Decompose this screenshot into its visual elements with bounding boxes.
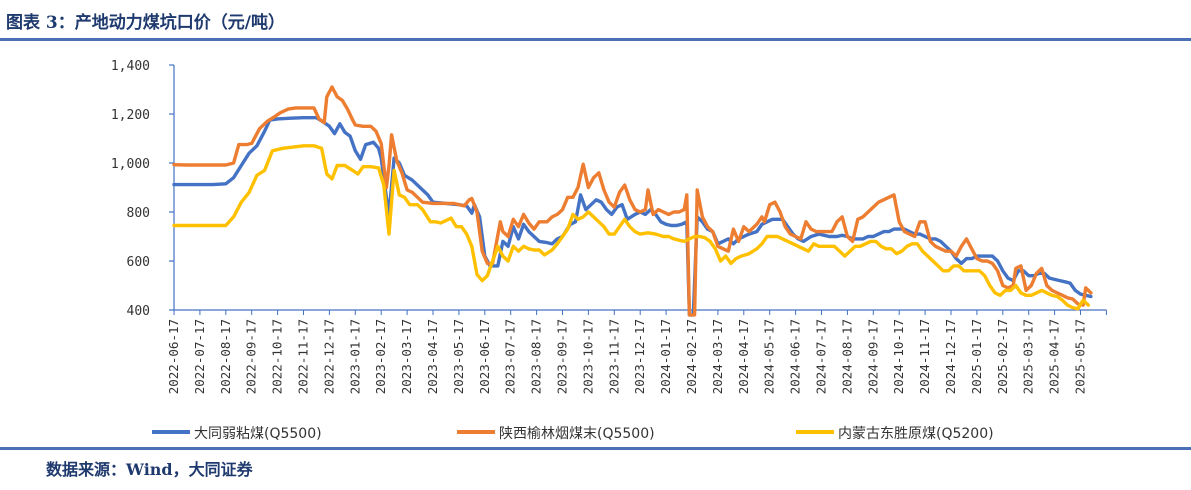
x-tick-label: 2023-10-17 [580,319,595,394]
x-tick-label: 2022-07-17 [192,319,207,394]
x-tick-label: 2024-07-17 [814,319,829,394]
x-tick-label: 2023-08-17 [529,319,544,394]
x-tick-label: 2024-09-17 [865,319,880,394]
x-tick-label: 2024-10-17 [891,319,906,394]
x-tick-label: 2024-08-17 [839,319,854,394]
x-tick-label: 2025-04-17 [1047,319,1062,394]
y-tick-label: 400 [127,304,150,319]
series-line-2 [172,85,1093,317]
x-tick-label: 2024-01-17 [658,319,673,394]
y-tick-label: 800 [127,206,150,221]
x-tick-label: 2025-03-17 [1021,319,1036,394]
y-tick-label: 1,400 [111,59,150,74]
x-tick-label: 2024-04-17 [736,319,751,394]
x-tick-label: 2023-12-17 [632,319,647,394]
x-tick-label: 2022-10-17 [270,319,285,394]
legend-label-2: 陕西榆林烟煤末(Q5500) [499,426,655,442]
y-tick-label: 1,200 [111,108,150,123]
legend-label-1: 大同弱粘煤(Q5500) [194,426,322,442]
x-tick-label: 2023-02-17 [373,319,388,394]
x-tick-label: 2023-11-17 [606,319,621,394]
x-tick-label: 2022-11-17 [296,319,311,394]
x-tick-label: 2023-01-17 [347,319,362,394]
x-tick-label: 2022-08-17 [218,319,233,394]
x-tick-label: 2024-05-17 [762,319,777,394]
y-tick-label: 600 [127,255,150,270]
x-tick-label: 2023-09-17 [555,319,570,394]
legend-label-3: 内蒙古东胜原煤(Q5200) [838,426,994,442]
legend: 大同弱粘煤(Q5500) 陕西榆林烟煤末(Q5500) 内蒙古东胜原煤(Q5200) [152,426,994,442]
x-axis: 2022-06-17 2022-07-17 2022-08-17 2022-09-17… [166,309,1107,394]
bottom-rule [0,447,1191,450]
x-tick-label: 2024-03-17 [710,319,725,394]
x-tick-label: 2023-07-17 [503,319,518,394]
series-line-3 [172,144,1091,311]
x-tick-label: 2024-12-17 [943,319,958,394]
y-tick-label: 1,000 [111,157,150,172]
x-tick-label: 2024-02-17 [684,319,699,394]
x-tick-label: 2024-06-17 [788,319,803,394]
x-tick-label: 2022-06-17 [166,319,181,394]
series-line-1 [172,115,1093,317]
x-tick-label: 2025-01-17 [969,319,984,394]
x-tick-label: 2022-12-17 [321,319,336,394]
chart-title: 图表 3：产地动力煤坑口价（元/吨） [6,13,285,33]
top-rule [0,38,1191,41]
x-tick-label: 2025-05-17 [1073,319,1088,394]
x-tick-label: 2023-06-17 [477,319,492,394]
y-axis: 400 600 800 1,000 1,200 1,400 [111,59,175,319]
source-note: 数据来源：Wind，大同证券 [46,460,253,479]
x-tick-label: 2024-11-17 [917,319,932,394]
x-tick-label: 2023-05-17 [451,319,466,394]
x-tick-label: 2023-04-17 [425,319,440,394]
series-lines [172,85,1093,317]
x-tick-label: 2022-09-17 [244,319,259,394]
x-tick-label: 2023-03-17 [399,319,414,394]
x-tick-label: 2025-02-17 [995,319,1010,394]
